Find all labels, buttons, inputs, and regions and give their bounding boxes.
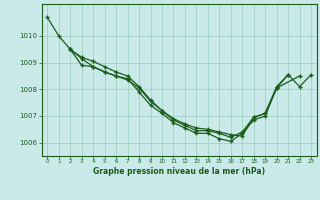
X-axis label: Graphe pression niveau de la mer (hPa): Graphe pression niveau de la mer (hPa) bbox=[93, 167, 265, 176]
